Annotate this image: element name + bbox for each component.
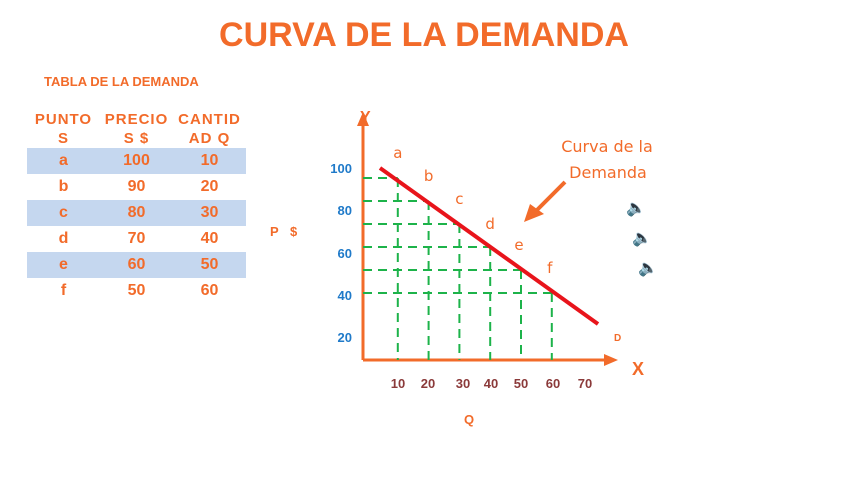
point-label: d (485, 215, 495, 233)
y-tick-label: 100 (330, 161, 352, 176)
point-label: f (547, 259, 553, 277)
table-row: a 100 10 (27, 148, 246, 174)
y-tick-label: 40 (338, 288, 352, 303)
header-precio: PRECIO S $ (104, 111, 169, 147)
table-cell: 40 (200, 230, 219, 247)
point-label: e (514, 236, 523, 254)
x-tick-label: 30 (456, 376, 470, 391)
table-cell: 10 (173, 148, 246, 174)
table-cell: a (27, 148, 100, 174)
table-cell: 60 (200, 282, 219, 299)
speaker-icon[interactable]: 🔈 (626, 200, 646, 217)
price-label: P $ (270, 224, 298, 239)
x-tick-label: 20 (421, 376, 435, 391)
table-header: PUNTO S PRECIO S $ CANTID AD Q (27, 110, 246, 148)
table-row: f 50 60 (27, 278, 246, 304)
header-cantidad: CANTID AD Q (178, 111, 241, 147)
slide-title: CURVA DE LA DEMANDA (219, 16, 629, 54)
table-row: e 60 50 (27, 252, 246, 278)
x-tick-label: 40 (484, 376, 498, 391)
x-axis-arrow (604, 354, 618, 366)
table-cell: 70 (127, 230, 146, 247)
table-cell: f (60, 282, 67, 299)
y-axis-arrow (357, 112, 369, 126)
point-label: b (424, 167, 434, 185)
annotation-arrowhead (524, 204, 544, 222)
y-tick-label: 60 (338, 246, 352, 261)
table-cell: d (58, 230, 69, 247)
table-cell: 50 (173, 252, 246, 278)
table-cell: 30 (173, 200, 246, 226)
table-cell: 20 (200, 178, 219, 195)
speaker-icon[interactable]: 🔈 (632, 230, 652, 247)
series-label: D (614, 333, 621, 344)
table-row: b 90 20 (27, 174, 246, 200)
table-cell: 100 (100, 148, 173, 174)
x-tick-label: 60 (546, 376, 560, 391)
demand-table: PUNTO S PRECIO S $ CANTID AD Q a 100 10 b 90… (27, 110, 246, 304)
x-axis-letter: X (632, 359, 644, 379)
y-tick-label: 80 (338, 203, 352, 218)
annotation-curva: Curva de la Demanda (561, 137, 653, 182)
demand-curve (378, 166, 600, 326)
point-label: c (455, 190, 463, 208)
x-axis-title: Q (464, 412, 474, 427)
table-row: d 70 40 (27, 226, 246, 252)
table-cell: e (27, 252, 100, 278)
annotation-arrow (533, 180, 567, 214)
table-row: c 80 30 (27, 200, 246, 226)
y-tick-label: 20 (338, 330, 352, 345)
point-label: a (393, 144, 402, 162)
header-punto: PUNTO S (34, 111, 93, 147)
x-tick-label: 10 (391, 376, 405, 391)
y-axis-letter: Y (360, 109, 371, 126)
speaker-icon[interactable]: 🔈 (638, 260, 658, 277)
table-cell: 60 (100, 252, 173, 278)
x-tick-label: 70 (578, 376, 592, 391)
table-cell: 80 (100, 200, 173, 226)
table-cell: 50 (127, 282, 146, 299)
table-cell: b (58, 178, 69, 195)
table-title: TABLA DE LA DEMANDA (44, 74, 199, 89)
table-cell: 90 (127, 178, 146, 195)
table-cell: c (27, 200, 100, 226)
x-tick-label: 50 (514, 376, 528, 391)
